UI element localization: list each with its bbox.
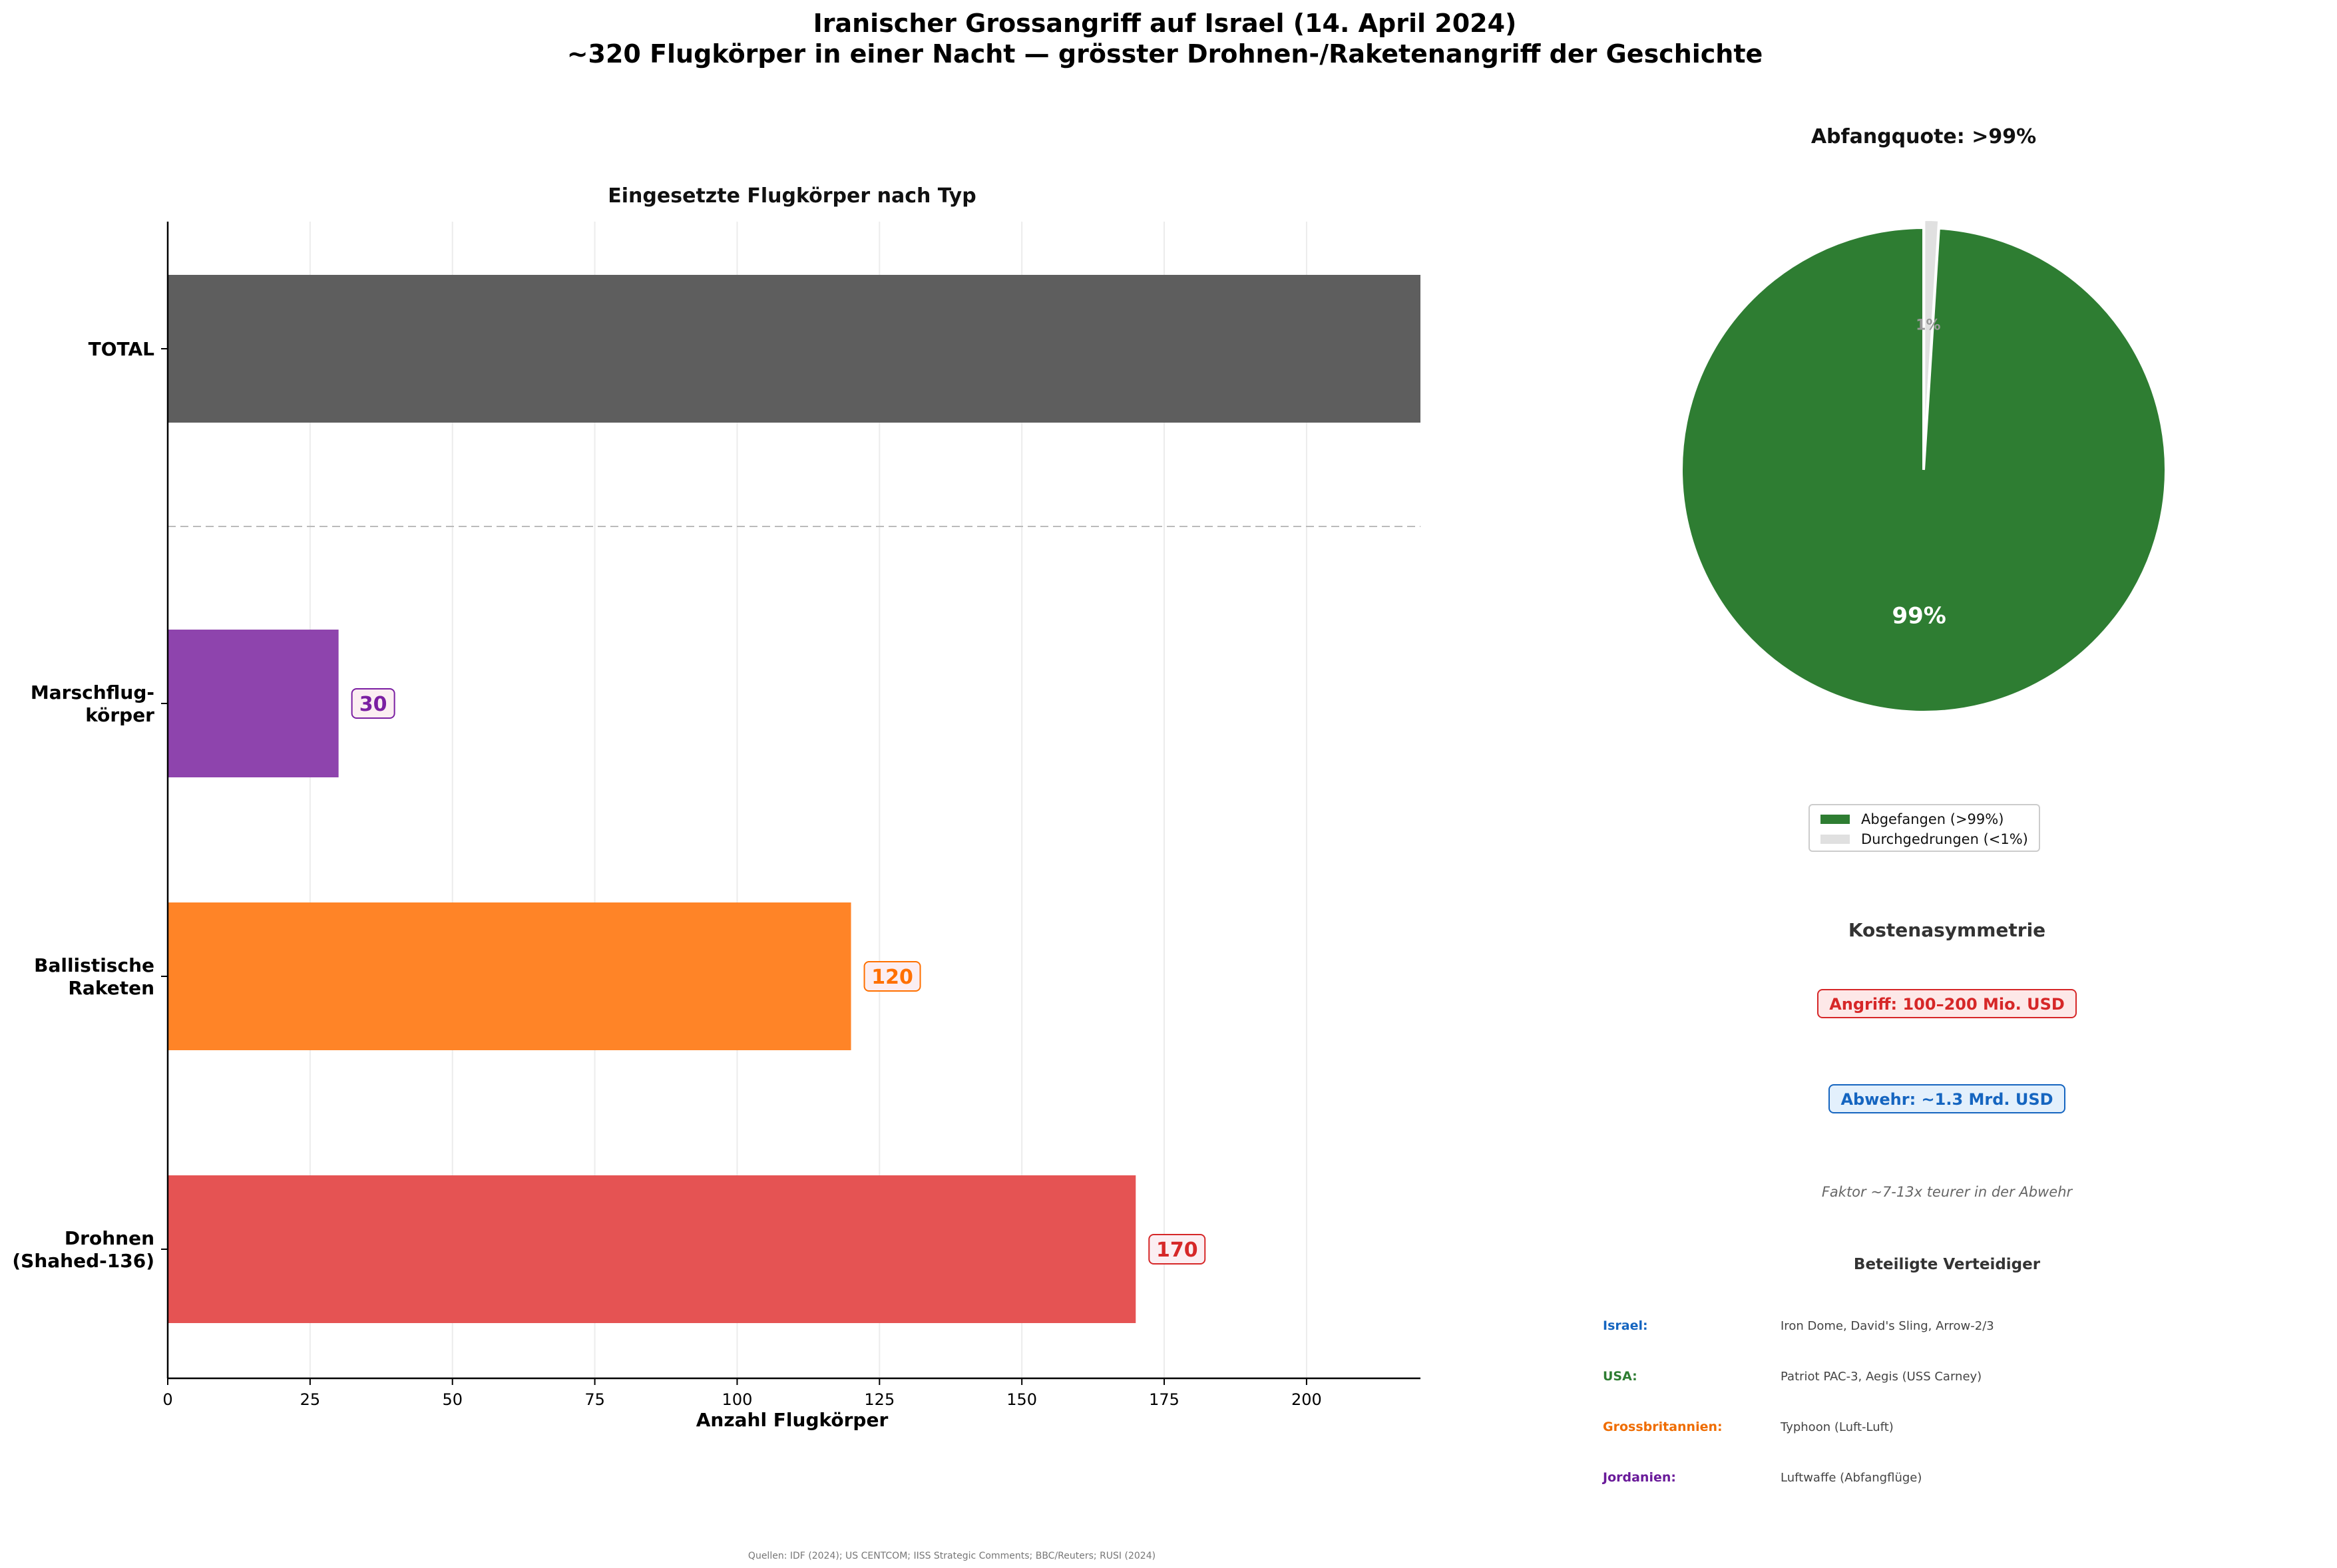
y-tick-label: Ballistische Raketen bbox=[34, 954, 154, 999]
defense-cost-badge bbox=[1828, 1084, 2065, 1113]
pie-legend-swatch bbox=[1820, 815, 1850, 824]
bar-2 bbox=[168, 630, 339, 777]
bar-1 bbox=[168, 902, 851, 1050]
x-tick-label: 175 bbox=[1149, 1390, 1179, 1409]
x-tick-label: 50 bbox=[442, 1390, 463, 1409]
bar-value-badge bbox=[863, 961, 921, 992]
figure-title-line1: Iranischer Grossangriff auf Israel (14. … bbox=[813, 9, 1517, 38]
bar-chart: Eingesetzte Flugkörper nach Typ 170 120 30… bbox=[12, 184, 1420, 1431]
bar-chart-x-label: Anzahl Flugkörper bbox=[696, 1409, 889, 1431]
cost-factor-note: Faktor ~7-13x teurer in der Abwehr bbox=[1822, 1184, 2073, 1200]
bar-chart-bars: 170 120 30 bbox=[168, 275, 1420, 1323]
x-tick-label: 200 bbox=[1291, 1390, 1322, 1409]
bar-value-badge bbox=[1148, 1234, 1206, 1265]
x-tick-label: 100 bbox=[722, 1390, 753, 1409]
bar-chart-x-ticks: 0 25 50 75 100 125 150 175 200 bbox=[162, 1378, 1322, 1409]
bar-3 bbox=[168, 275, 1420, 423]
pie-legend-frame bbox=[1808, 804, 2040, 852]
cost-asymmetry-panel: Kostenasymmetrie Angriff: 100–200 Mio. U… bbox=[1817, 919, 2077, 1200]
y-tick-label: Marschflug-körper bbox=[31, 682, 154, 726]
attack-cost-label: Angriff: 100–200 Mio. USD bbox=[1829, 995, 2065, 1014]
y-tick-label: Drohnen (Shahed-136) bbox=[12, 1227, 154, 1272]
defender-systems: Patriot PAC-3, Aegis (USS Carney) bbox=[1781, 1370, 1982, 1384]
defender-systems: Iron Dome, David's Sling, Arrow-2/3 bbox=[1781, 1319, 1994, 1333]
pie-slice-label: 99% bbox=[1892, 602, 1946, 629]
pie-legend-label: Durchgedrungen (<1%) bbox=[1861, 831, 2028, 847]
pie-legend-label: Abgefangen (>99%) bbox=[1861, 811, 2004, 827]
attack-cost-badge bbox=[1817, 989, 2077, 1018]
x-tick-label: 25 bbox=[300, 1390, 321, 1409]
y-tick-label: TOTAL bbox=[89, 338, 154, 360]
bar-0 bbox=[168, 1175, 1136, 1323]
pie-chart-title: Abfangquote: >99% bbox=[1811, 125, 2036, 148]
x-tick-label: 150 bbox=[1006, 1390, 1037, 1409]
pie-legend-swatch bbox=[1820, 835, 1850, 844]
x-tick-label: 125 bbox=[864, 1390, 895, 1409]
pie-chart-slices bbox=[1680, 218, 2167, 713]
defender-country: Jordanien: bbox=[1601, 1470, 1676, 1485]
pie-slice-0 bbox=[1680, 226, 2167, 713]
bar-value-label: 120 bbox=[871, 966, 913, 989]
pie-slice-1 bbox=[1922, 218, 1941, 463]
defender-country: USA: bbox=[1603, 1369, 1637, 1384]
figure-title-line2: ~320 Flugkörper in einer Nacht — grösste… bbox=[567, 39, 1763, 69]
pie-chart-slice-labels: 99% 1% bbox=[1892, 317, 1946, 630]
bar-value-badge bbox=[351, 688, 395, 719]
bar-chart-title: Eingesetzte Flugkörper nach Typ bbox=[608, 184, 976, 208]
bar-chart-y-ticks: Drohnen (Shahed-136) Ballistische Raketen Ma… bbox=[12, 338, 168, 1272]
bar-value-label: 30 bbox=[359, 693, 387, 716]
bar-value-label: 170 bbox=[1156, 1239, 1198, 1262]
source-note: Quellen: IDF (2024); US CENTCOM; IISS St… bbox=[748, 1551, 1156, 1561]
x-tick-label: 75 bbox=[584, 1390, 605, 1409]
pie-chart: Abfangquote: >99% 99% 1% bbox=[1680, 125, 2167, 713]
defense-cost-label: Abwehr: ~1.3 Mrd. USD bbox=[1840, 1090, 2053, 1109]
defenders-heading: Beteiligte Verteidiger bbox=[1854, 1256, 2041, 1273]
pie-slice-label: 1% bbox=[1916, 317, 1940, 334]
defender-systems: Typhoon (Luft-Luft) bbox=[1780, 1420, 1894, 1434]
cost-heading: Kostenasymmetrie bbox=[1848, 919, 2045, 941]
pie-legend: Abgefangen (>99%) Durchgedrungen (<1%) bbox=[1808, 804, 2040, 852]
defenders-panel: Beteiligte Verteidiger Israel: Iron Dome,… bbox=[1601, 1256, 2041, 1485]
bar-chart-axes bbox=[166, 222, 1420, 1380]
defender-systems: Luftwaffe (Abfangflüge) bbox=[1781, 1471, 1922, 1485]
defender-country: Israel: bbox=[1603, 1318, 1648, 1333]
x-tick-label: 0 bbox=[162, 1390, 172, 1409]
defender-country: Grossbritannien: bbox=[1603, 1420, 1723, 1434]
